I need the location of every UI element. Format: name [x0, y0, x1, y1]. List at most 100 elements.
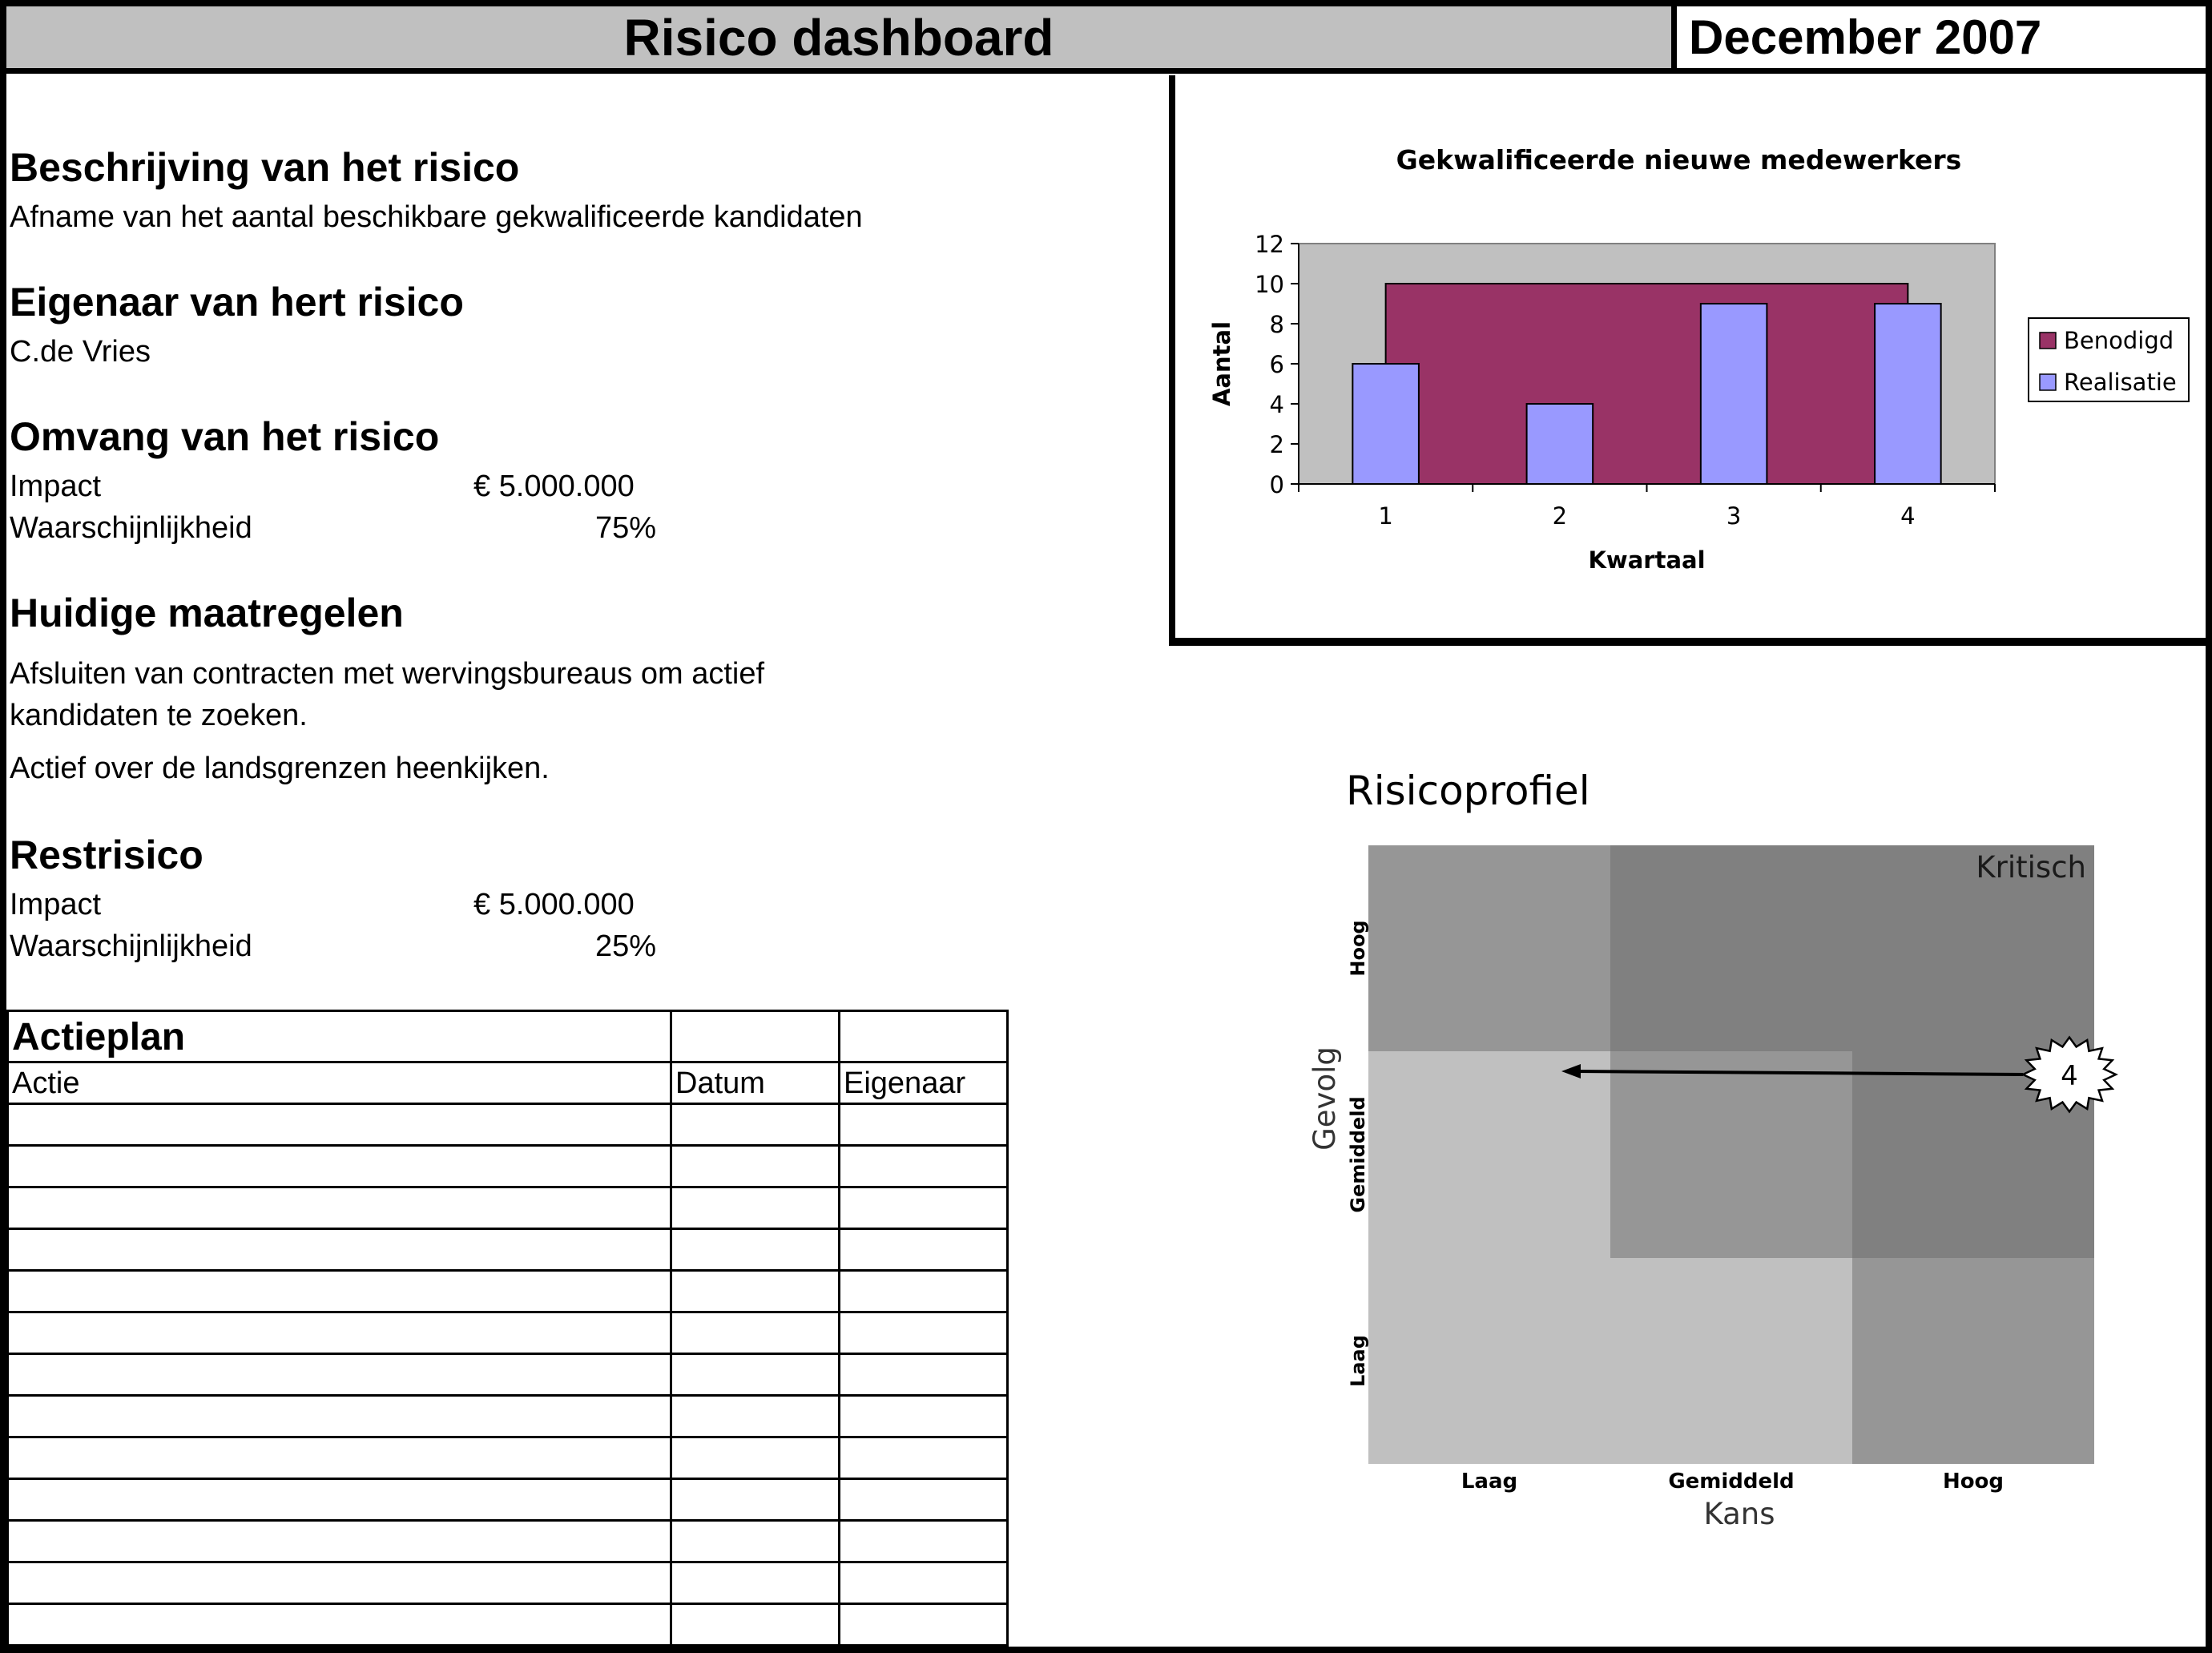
realisatie-bar — [1874, 303, 1942, 485]
eigenaar-cell[interactable] — [838, 1603, 1009, 1647]
actie-cell[interactable] — [6, 1478, 672, 1522]
y-category-label: Gemiddeld — [1347, 1096, 1369, 1212]
table-row — [6, 1478, 1009, 1522]
measures-line-3: Actief over de landsgrenzen heenkijken. — [10, 752, 550, 785]
actie-cell[interactable] — [6, 1311, 672, 1355]
datum-cell[interactable] — [670, 1228, 840, 1272]
owner-text: C.de Vries — [10, 335, 151, 369]
table-row — [6, 1103, 1009, 1147]
column-header-actie: Actie — [6, 1061, 672, 1105]
datum-cell[interactable] — [670, 1436, 840, 1480]
table-row — [6, 1228, 1009, 1272]
table-row — [6, 1394, 1009, 1438]
datum-cell[interactable] — [670, 1603, 840, 1647]
description-text: Afname van het aantal beschikbare gekwal… — [10, 200, 863, 234]
actie-cell[interactable] — [6, 1603, 672, 1647]
x-tick-label: 2 — [1553, 502, 1567, 530]
risk-profile-title: Risicoprofiel — [1346, 768, 1590, 814]
chart-title: Gekwalificeerde nieuwe medewerkers — [1396, 144, 1962, 175]
benodigd-area — [1384, 283, 1909, 485]
scope-impact-label: Impact — [10, 470, 102, 503]
actie-cell[interactable] — [6, 1186, 672, 1230]
scope-probability-value: 75% — [595, 511, 657, 545]
risk-marker-badge — [2021, 1035, 2118, 1114]
table-row — [6, 1144, 1009, 1188]
datum-cell[interactable] — [670, 1311, 840, 1355]
zone-medium — [1368, 845, 1610, 1051]
y-tick-label: 12 — [1255, 231, 1284, 258]
datum-cell[interactable] — [670, 1561, 840, 1605]
realisatie-bar — [1525, 403, 1594, 485]
y-tick-label: 4 — [1270, 391, 1284, 418]
residual-heading: Restrisico — [10, 833, 203, 877]
x-tick-label: 4 — [1900, 502, 1915, 530]
eigenaar-cell[interactable] — [838, 1186, 1009, 1230]
y-tick-label: 8 — [1270, 311, 1284, 338]
bar-chart: Gekwalificeerde nieuwe medewerkers 0 2 4 6 8 1… — [1208, 144, 2190, 574]
actie-cell[interactable] — [6, 1269, 672, 1313]
eigenaar-cell[interactable] — [838, 1144, 1009, 1188]
actie-cell[interactable] — [6, 1394, 672, 1438]
column-header-datum: Datum — [670, 1061, 840, 1105]
actionplan-table: Actieplan Actie Datum Eigenaar — [6, 1010, 1009, 1647]
datum-cell[interactable] — [670, 1269, 840, 1313]
actie-cell[interactable] — [6, 1436, 672, 1480]
x-category-label: Hoog — [1943, 1470, 2004, 1494]
risk-arrow-head — [1561, 1064, 1581, 1078]
eigenaar-cell[interactable] — [838, 1311, 1009, 1355]
legend-label: Realisatie — [2064, 369, 2177, 396]
y-category-label: Laag — [1347, 1335, 1369, 1387]
column-header-eigenaar: Eigenaar — [838, 1061, 1009, 1105]
eigenaar-cell[interactable] — [838, 1353, 1009, 1397]
eigenaar-cell[interactable] — [838, 1561, 1009, 1605]
actionplan-title-cell — [838, 1010, 1009, 1063]
zone-critical — [1852, 1051, 2094, 1258]
eigenaar-cell[interactable] — [838, 1478, 1009, 1522]
actionplan-title: Actieplan — [6, 1010, 672, 1063]
table-row — [6, 1519, 1009, 1563]
owner-heading: Eigenaar van hert risico — [10, 280, 464, 325]
table-row — [6, 1311, 1009, 1355]
risk-arrow-line — [1575, 1070, 2024, 1076]
actionplan-title-row: Actieplan — [6, 1010, 1009, 1063]
page-title: Risico dashboard — [6, 6, 1677, 68]
report-period: December 2007 — [1689, 10, 2042, 64]
eigenaar-cell[interactable] — [838, 1103, 1009, 1147]
eigenaar-cell[interactable] — [838, 1394, 1009, 1438]
y-tick-label: 10 — [1255, 271, 1284, 298]
table-row — [6, 1561, 1009, 1605]
actie-cell[interactable] — [6, 1353, 672, 1397]
x-axis-label: Kwartaal — [1588, 546, 1705, 574]
residual-probability-value: 25% — [595, 929, 657, 963]
measures-heading: Huidige maatregelen — [10, 591, 404, 635]
actionplan-header-row: Actie Datum Eigenaar — [6, 1061, 1009, 1105]
actie-cell[interactable] — [6, 1103, 672, 1147]
zone-critical — [1610, 845, 2094, 1051]
critical-zone-label: Kritisch — [1976, 850, 2086, 885]
datum-cell[interactable] — [670, 1394, 840, 1438]
measures-line-1: Afsluiten van contracten met wervingsbur… — [10, 657, 765, 691]
eigenaar-cell[interactable] — [838, 1228, 1009, 1272]
actie-cell[interactable] — [6, 1519, 672, 1563]
scope-probability-label: Waarschijnlijkheid — [10, 511, 252, 545]
zone-low — [1368, 845, 2094, 1464]
datum-cell[interactable] — [670, 1186, 840, 1230]
datum-cell[interactable] — [670, 1103, 840, 1147]
residual-impact-label: Impact — [10, 888, 102, 921]
eigenaar-cell[interactable] — [838, 1269, 1009, 1313]
actie-cell[interactable] — [6, 1561, 672, 1605]
datum-cell[interactable] — [670, 1519, 840, 1563]
scope-impact-value: € 5.000.000 — [473, 470, 635, 503]
datum-cell[interactable] — [670, 1478, 840, 1522]
residual-probability-label: Waarschijnlijkheid — [10, 929, 252, 963]
eigenaar-cell[interactable] — [838, 1436, 1009, 1480]
realisatie-bar — [1699, 303, 1768, 485]
zone-medium — [1610, 1051, 1852, 1258]
actionplan-title-cell — [670, 1010, 840, 1063]
datum-cell[interactable] — [670, 1353, 840, 1397]
actie-cell[interactable] — [6, 1144, 672, 1188]
datum-cell[interactable] — [670, 1144, 840, 1188]
actie-cell[interactable] — [6, 1228, 672, 1272]
eigenaar-cell[interactable] — [838, 1519, 1009, 1563]
